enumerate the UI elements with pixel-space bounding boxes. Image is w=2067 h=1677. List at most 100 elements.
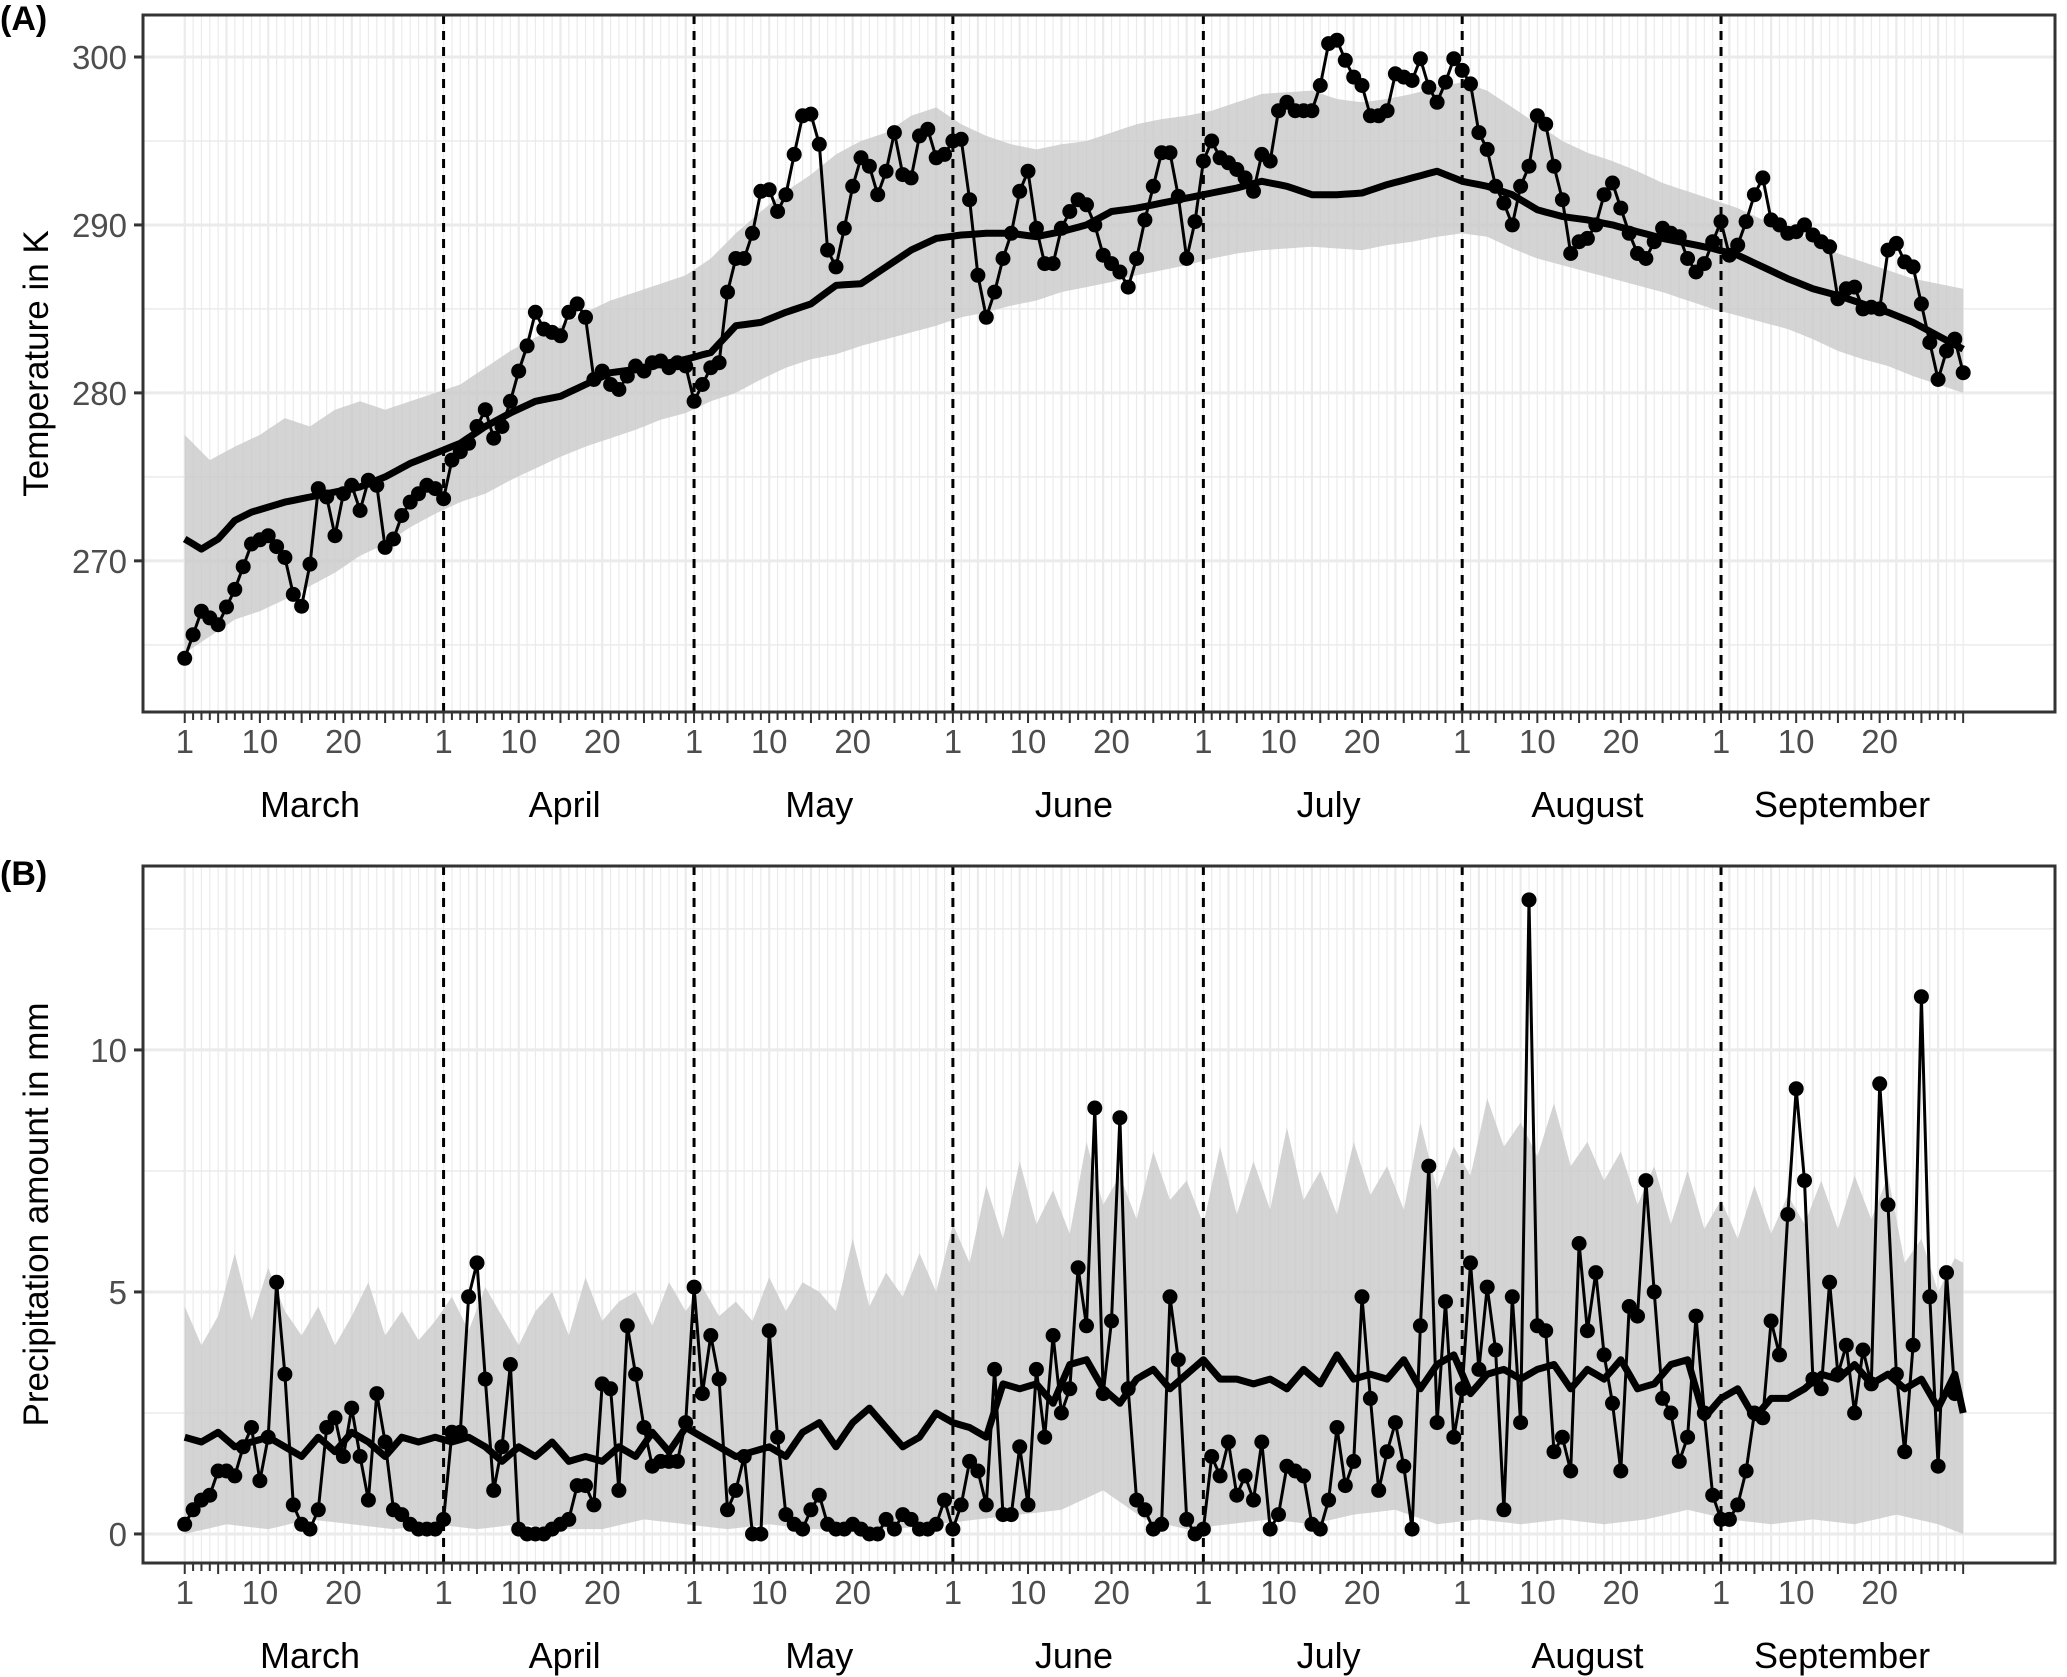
panel-label: (B) (0, 855, 47, 893)
observed-point (1187, 214, 1203, 230)
x-tick-label: 1 (685, 1574, 703, 1611)
observed-point (611, 1482, 627, 1498)
observed-point (1847, 1405, 1863, 1421)
observed-point (486, 430, 502, 446)
observed-point (285, 586, 301, 602)
y-tick-label: 290 (72, 207, 127, 244)
observed-point (1246, 1492, 1261, 1508)
observed-point (1855, 1342, 1871, 1358)
observed-point (1897, 1444, 1913, 1460)
observed-point (1563, 246, 1579, 261)
observed-point (861, 158, 877, 174)
observed-point (210, 617, 226, 633)
observed-point (1371, 1482, 1387, 1498)
observed-points (177, 32, 1971, 666)
observed-point (1463, 1255, 1478, 1271)
observed-point (1947, 1386, 1963, 1402)
observed-point (277, 1366, 293, 1382)
month-label: September (1754, 1635, 1930, 1676)
panel-border (141, 864, 2057, 1565)
x-tick-label: 20 (584, 723, 621, 760)
observed-point (1454, 62, 1470, 78)
observed-point (1479, 1279, 1495, 1295)
observed-point (811, 136, 827, 152)
observed-point (1830, 291, 1846, 307)
observed-point (1337, 1478, 1353, 1494)
observed-point (1738, 1463, 1754, 1479)
observed-point (1705, 234, 1721, 250)
observed-point (1880, 1197, 1896, 1213)
observed-point (185, 627, 201, 643)
observed-point (761, 182, 777, 198)
x-tick-label: 10 (1260, 723, 1297, 760)
observed-point (1838, 1337, 1854, 1353)
month-label: July (1297, 1635, 1361, 1676)
observed-point (803, 106, 819, 122)
observed-point (1663, 1405, 1679, 1421)
x-tick-label: 1 (434, 1574, 452, 1611)
observed-point (461, 1289, 477, 1305)
observed-point (928, 1516, 944, 1532)
observed-point (1930, 1458, 1946, 1474)
observed-point (978, 1497, 994, 1513)
month-label: April (529, 784, 601, 825)
observed-point (1112, 264, 1128, 280)
x-tick-label: 10 (1778, 723, 1815, 760)
observed-point (1053, 1405, 1069, 1421)
observed-point (962, 192, 978, 208)
observed-point (486, 1482, 502, 1498)
observed-point (1195, 1521, 1211, 1537)
observed-point (302, 1521, 318, 1537)
x-tick-label: 20 (1093, 1574, 1130, 1611)
observed-point (786, 146, 802, 162)
x-tick-label: 1 (944, 1574, 962, 1611)
observed-point (1797, 1173, 1812, 1189)
observed-point (1588, 217, 1604, 233)
observed-point (1721, 247, 1737, 263)
x-tick-label: 1 (1194, 723, 1212, 760)
observed-point (636, 1420, 652, 1435)
observed-point (319, 489, 335, 505)
observed-point (778, 187, 794, 203)
observed-point (1797, 217, 1812, 233)
observed-point (1579, 1323, 1595, 1339)
observed-point (1362, 1390, 1378, 1406)
x-tick-label: 10 (1519, 1574, 1556, 1611)
observed-point (1396, 1458, 1412, 1474)
observed-point (1079, 197, 1094, 213)
observed-point (1387, 1415, 1403, 1431)
observed-point (1438, 74, 1453, 90)
observed-point (1204, 133, 1220, 149)
observed-points (177, 892, 1963, 1542)
observed-point (1588, 1265, 1604, 1281)
observed-point (1671, 1453, 1687, 1469)
observed-point (770, 1429, 786, 1445)
observed-point (1888, 235, 1904, 251)
observed-point (285, 1497, 301, 1513)
observed-point (1496, 195, 1512, 211)
observed-point (736, 251, 752, 266)
observed-point (1329, 32, 1345, 48)
observed-point (1888, 1366, 1904, 1382)
observed-point (519, 338, 535, 354)
observed-point (578, 309, 593, 325)
x-tick-label: 10 (500, 1574, 537, 1611)
observed-point (1488, 1342, 1504, 1358)
x-tick-label: 1 (176, 1574, 194, 1611)
observed-point (1170, 1352, 1186, 1368)
observed-point (945, 1521, 961, 1537)
observed-point (795, 1521, 811, 1537)
observed-point (1012, 1439, 1028, 1455)
observed-point (1296, 1468, 1312, 1484)
observed-point (1621, 225, 1637, 241)
observed-point (886, 1521, 902, 1537)
observed-point (1546, 158, 1562, 174)
month-label: May (785, 784, 853, 825)
observed-point (1045, 1328, 1061, 1343)
observed-point (1922, 335, 1938, 350)
observed-point (628, 1366, 644, 1382)
observed-point (1939, 1265, 1954, 1281)
observed-point (1613, 200, 1629, 216)
